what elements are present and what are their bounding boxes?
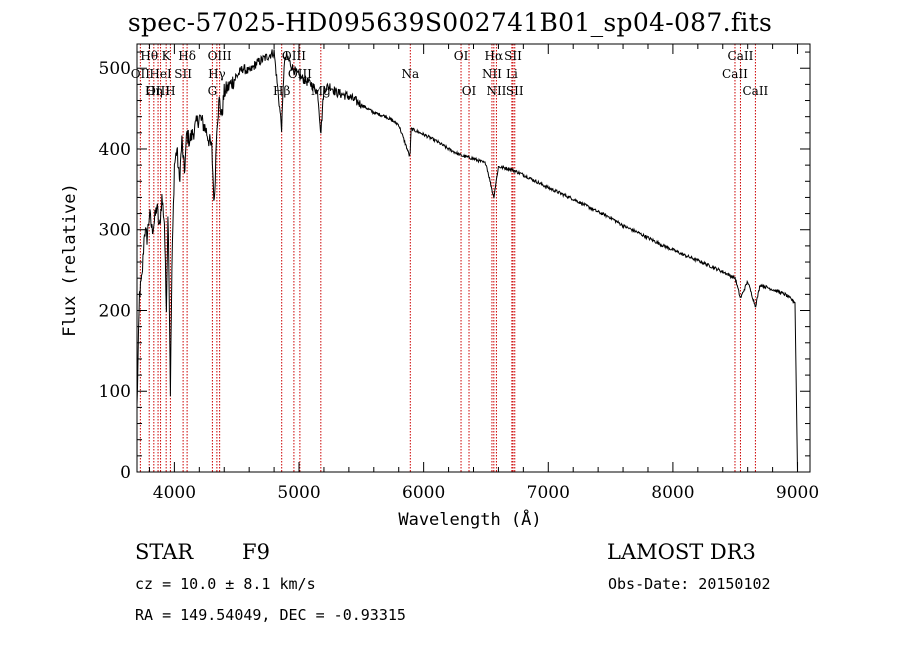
line-label-Hα: Hα [485,49,504,63]
line-label-OIII: OIII [208,49,232,63]
line-label-HeI: HeI [149,67,172,81]
x-tick-label: 5000 [277,483,320,503]
y-tick-label: 200 [99,301,131,321]
line-label-SII: SII [174,67,192,81]
line-label-OI: OI [462,84,477,98]
line-label-Hβ: Hβ [273,84,290,98]
line-label-CaII: CaII [722,67,748,81]
line-label-SII: SII [506,84,524,98]
x-tick-label: 4000 [153,483,196,503]
chart-title: spec-57025-HD095639S002741B01_sp04-087.f… [127,8,773,37]
coordinates: RA = 149.54049, DEC = -0.93315 [135,606,406,624]
x-tick-label: 6000 [402,483,445,503]
survey-name: LAMOST DR3 [607,540,756,564]
x-tick-label: 7000 [527,483,570,503]
line-label-OIII: OIII [282,49,306,63]
line-label-OI: OI [454,49,469,63]
plot-frame [136,43,811,473]
line-label-Hη: Hη [145,84,163,98]
line-label-Na: Na [401,67,419,81]
line-label-OIII: OIII [146,84,170,98]
line-label-CaII: CaII [742,84,768,98]
observation-date: Obs-Date: 20150102 [608,575,771,593]
y-tick-label: 500 [99,59,131,79]
y-tick-label: 400 [99,140,131,160]
spectrum-series-line [136,49,798,473]
object-subclass: F9 [242,540,270,564]
line-label-Li: Li [506,67,518,81]
line-label-Hδ: Hδ [178,49,196,63]
line-label-NII: NII [486,84,506,98]
y-tick-label: 0 [120,463,131,483]
redshift-cz: cz = 10.0 ± 8.1 km/s [135,575,316,593]
spectral-line-markers [139,44,756,472]
axis-ticks: 4000 5000 6000 7000 8000 9000 0 100 200 300 400 500 [99,44,819,503]
x-tick-label: 9000 [776,483,819,503]
line-label-K: K [162,49,172,63]
x-tick-label: 8000 [651,483,694,503]
line-label-SII: SII [504,49,522,63]
line-label-G: G [208,84,218,98]
x-axis-label: Wavelength (Å) [398,510,542,530]
line-label-H: H [165,84,175,98]
y-tick-label: 300 [99,221,131,241]
line-label-OII: OII [131,67,151,81]
line-label-Hγ: Hγ [208,67,226,81]
line-label-Mg: Mg [311,84,331,98]
object-class: STAR [135,540,194,564]
line-label-Hθ: Hθ [140,49,158,63]
y-axis-label: Flux (relative) [60,183,80,337]
y-tick-label: 100 [99,382,131,402]
line-label-NII: NII [482,67,502,81]
line-label-CaII: CaII [728,49,754,63]
